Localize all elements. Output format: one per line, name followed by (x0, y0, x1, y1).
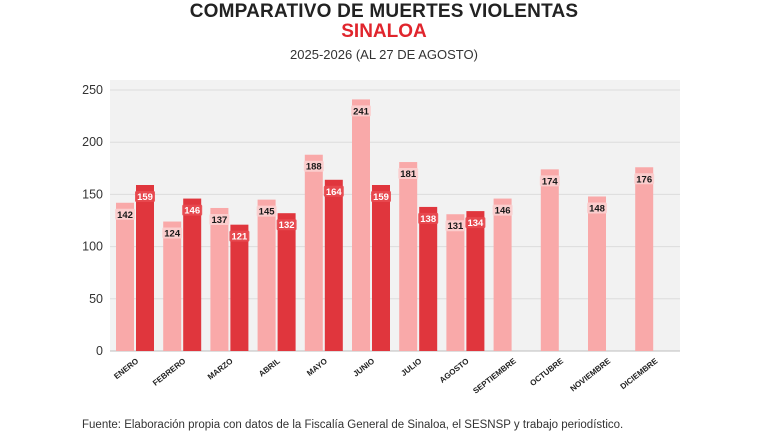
chart-period: 2025-2026 (AL 27 DE AGOSTO) (290, 47, 478, 62)
bar (352, 99, 370, 352)
x-tick-label: NOVIEMBRE (569, 356, 613, 393)
data-label-box (162, 227, 183, 239)
data-label: 134 (467, 218, 484, 229)
x-tick-label: AGOSTO (438, 356, 471, 384)
bar (136, 185, 154, 351)
data-label: 174 (542, 176, 559, 187)
data-label: 142 (117, 210, 133, 221)
data-label: 146 (184, 206, 200, 217)
data-label-box (465, 217, 486, 229)
bar (257, 199, 276, 351)
bar (466, 211, 485, 351)
data-label-box (445, 220, 466, 232)
data-label-box (115, 208, 135, 220)
bar (446, 214, 465, 351)
bar (116, 202, 134, 351)
x-tick-label: MARZO (206, 356, 235, 381)
plot-background (110, 80, 680, 351)
data-label-box (371, 191, 391, 203)
bars (116, 99, 654, 352)
data-label: 241 (353, 106, 370, 117)
x-tick-label: JUNIO (351, 356, 376, 378)
data-label: 164 (326, 187, 343, 198)
bar (277, 213, 296, 351)
bar (163, 221, 182, 351)
data-label-box (135, 191, 155, 203)
chart-title: COMPARATIVO DE MUERTES VIOLENTAS (189, 1, 579, 22)
bar (324, 179, 343, 351)
bar (399, 162, 418, 351)
bar (540, 169, 559, 351)
data-label-box (276, 219, 297, 231)
x-tick-label: MAYO (305, 356, 329, 377)
gridlines (110, 89, 680, 352)
bar (493, 198, 512, 351)
bar (230, 224, 249, 351)
x-tick-label: SEPTIEMBRE (471, 356, 518, 396)
x-tick-label: OCTUBRE (528, 356, 565, 388)
data-label: 159 (373, 192, 389, 203)
data-label-box (587, 202, 607, 214)
data-label-box (351, 105, 371, 117)
data-label-box (539, 175, 560, 187)
data-label: 132 (279, 220, 295, 231)
chart-region: SINALOA (341, 21, 427, 42)
y-tick-label: 100 (82, 240, 103, 254)
data-label: 159 (137, 192, 153, 203)
data-label: 138 (420, 214, 436, 225)
data-label: 176 (636, 174, 652, 185)
y-tick-label: 50 (89, 292, 103, 306)
data-label: 148 (589, 203, 605, 214)
data-label: 124 (164, 229, 181, 240)
data-label: 121 (231, 232, 248, 243)
data-label-box (229, 230, 250, 242)
data-label-box (398, 168, 419, 180)
data-label: 145 (259, 207, 276, 218)
x-tick-label: ABRIL (257, 356, 282, 378)
y-tick-label: 0 (96, 344, 103, 358)
x-tick-label: DICIEMBRE (619, 356, 660, 391)
bar (304, 154, 323, 351)
data-label-box (418, 212, 439, 224)
data-label-box (303, 160, 324, 172)
data-label: 131 (447, 221, 464, 232)
y-tick-label: 150 (82, 187, 103, 201)
source-note: Fuente: Elaboración propia con datos de … (82, 419, 624, 431)
data-label: 188 (306, 162, 322, 173)
data-label-box (634, 173, 655, 185)
x-tick-label: JULIO (399, 356, 423, 378)
data-label-box (492, 204, 513, 216)
data-label-box (256, 205, 277, 217)
data-label-box (182, 204, 203, 216)
y-axis: 0 50 100 150 200 250 (82, 83, 103, 358)
data-label: 137 (211, 215, 227, 226)
bar (419, 206, 438, 351)
bar (183, 198, 202, 351)
data-label: 146 (495, 206, 511, 217)
data-label-box (209, 213, 230, 225)
x-axis: ENERO FEBRERO MARZO ABRIL MAYO JUNIO JULIO AGOS… (112, 356, 660, 396)
data-label: 181 (400, 169, 417, 180)
y-tick-label: 250 (82, 83, 103, 97)
bar (588, 196, 606, 351)
bar (210, 207, 229, 351)
x-tick-label: FEBRERO (151, 356, 187, 387)
y-tick-label: 200 (82, 135, 103, 149)
data-label-box (323, 185, 344, 197)
bar (635, 167, 654, 351)
x-tick-label: ENERO (112, 356, 140, 381)
bar (372, 185, 390, 351)
